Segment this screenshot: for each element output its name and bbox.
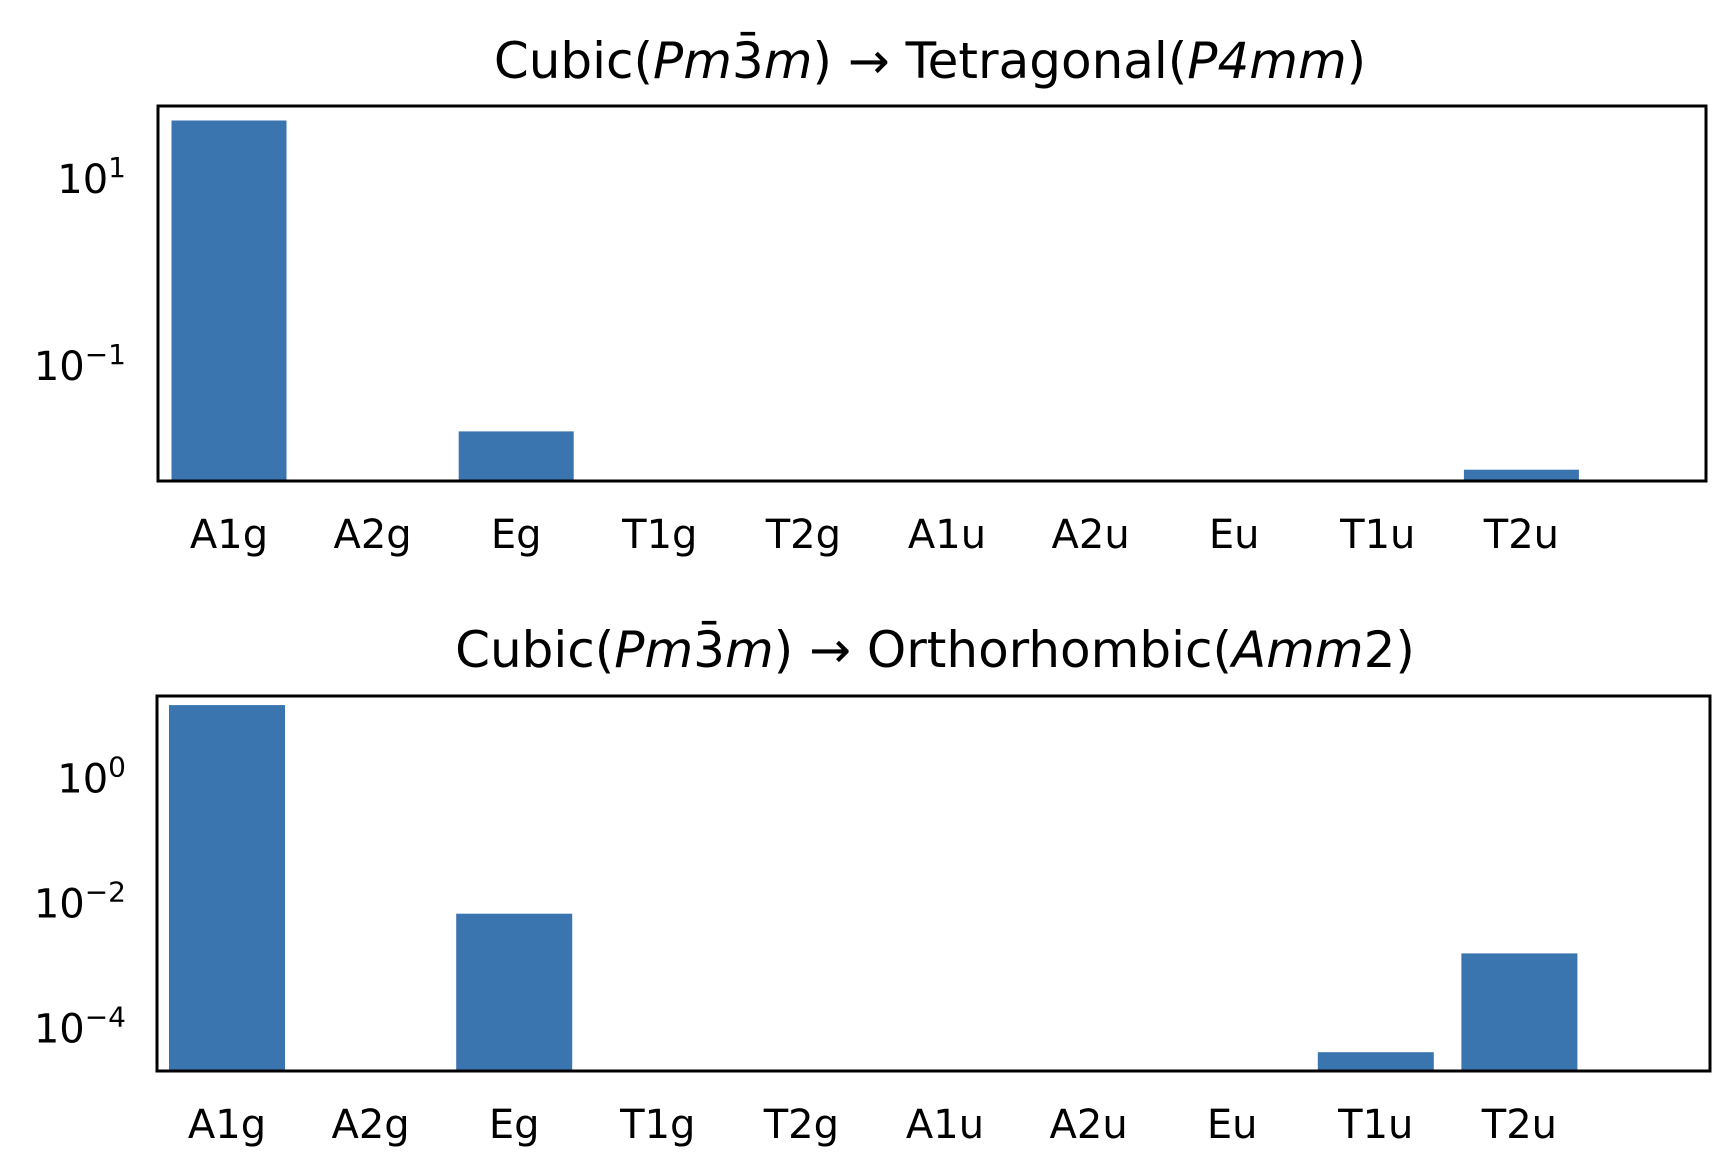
chart-panel-tetragonal: Cubic(Pm3̄m) → Tetragonal(P4mm) 10110−1 … [34,31,1708,558]
bar-t2u [1463,469,1579,481]
y-tick-label: 100 [57,751,126,803]
bar-eg [458,431,574,481]
bar-eg [456,913,573,1071]
chart-panel-orthorhombic: Cubic(Pm3̄m) → Orthorhombic(Amm2) 10010−… [34,620,1712,1148]
y-tick-exponent: −1 [85,338,126,371]
bar-t1u [1317,1052,1434,1071]
x-tick-label: T2g [765,512,841,558]
x-tick-label: T2u [1483,512,1559,558]
chart-title: Cubic(Pm3̄m) → Tetragonal(P4mm) [494,31,1366,90]
x-tick-label: T2u [1481,1102,1557,1148]
y-tick-mantissa: 10 [57,757,108,803]
bar-a1g [169,705,285,1071]
x-tick-label: A2u [1052,512,1130,558]
x-tick-label: A1g [188,1102,266,1148]
title-segment: Pm [653,32,732,90]
x-tick-label: T1g [621,512,697,558]
x-tick-label: Eu [1209,512,1260,558]
y-tick-label: 10−2 [34,876,126,928]
x-tick-label: A1u [906,1102,984,1148]
y-tick-exponent: 0 [108,751,126,784]
x-tick-label: T1u [1337,1102,1413,1148]
title-segment: P4mm [1187,32,1346,90]
title-segment: Amm [1229,621,1364,679]
bar-a1g [171,120,287,481]
y-tick-mantissa: 10 [34,1007,85,1053]
x-tick-label: Eg [491,512,542,558]
x-tick-label: Eu [1207,1102,1258,1148]
axes-frame [156,104,1708,483]
y-tick-label: 10−4 [34,1001,126,1053]
x-tick-label: A1g [190,512,268,558]
y-tick-mantissa: 10 [34,344,85,390]
bar-group [169,705,1578,1071]
y-tick-label: 101 [57,151,126,203]
title-segment: 3̄ [693,620,725,679]
x-tick-label: T1u [1339,512,1415,558]
y-tick-exponent: −2 [85,876,126,909]
y-tick-mantissa: 10 [34,882,85,928]
y-tick-exponent: 1 [108,151,126,184]
x-tick-label: A2g [333,512,411,558]
title-segment: m [725,621,774,679]
title-segment: Pm [614,621,693,679]
axes-frame [155,694,1712,1073]
x-tick-label: T2g [763,1102,839,1148]
title-segment: 3̄ [732,31,764,90]
title-segment: ) → Orthorhombic( [774,621,1232,679]
title-segment: Cubic( [455,621,614,679]
title-segment: ) [1347,32,1367,90]
title-segment: 2) [1364,621,1415,679]
chart-title: Cubic(Pm3̄m) → Orthorhombic(Amm2) [455,620,1415,679]
title-segment: m [764,32,813,90]
x-tick-label: T1g [619,1102,695,1148]
x-tick-label: A1u [908,512,986,558]
x-tick-label: Eg [489,1102,540,1148]
y-tick-label: 10−1 [34,338,126,390]
y-tick-mantissa: 10 [57,157,108,203]
title-segment: Cubic( [494,32,653,90]
x-tick-label: A2u [1050,1102,1128,1148]
y-tick-exponent: −4 [85,1001,126,1034]
bar-t2u [1461,953,1578,1071]
title-segment: ) → Tetragonal( [812,32,1187,90]
x-tick-label: A2g [331,1102,409,1148]
x-axis-ticks: A1g A2g Eg T1g T2g A1u A2u Eu T1u T2u [190,512,1559,558]
x-axis-ticks: A1g A2g Eg T1g T2g A1u A2u Eu T1u T2u [188,1102,1557,1148]
bar-group [171,120,1579,481]
